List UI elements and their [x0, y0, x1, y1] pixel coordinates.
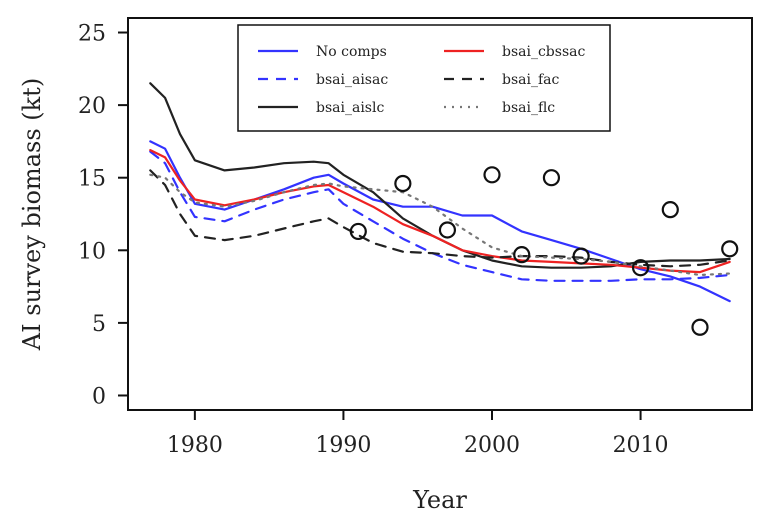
legend-label: No comps: [316, 44, 387, 60]
observation-point: [691, 318, 709, 336]
series-layer: [149, 82, 731, 303]
series-line-bsai-cbssac: [149, 149, 731, 274]
observation-point: [394, 174, 412, 193]
x-tick-label: 1980: [167, 433, 223, 458]
series-line-no-comps: [149, 140, 731, 303]
y-tick-label: 25: [78, 22, 106, 47]
legend-label: bsai_aislc: [316, 100, 384, 116]
observation-point: [513, 246, 531, 264]
series-line-bsai-fac: [149, 169, 731, 268]
observation-point: [721, 240, 739, 258]
legend-label: bsai_aisac: [316, 72, 388, 88]
observation-point: [631, 259, 650, 277]
observation-point: [542, 169, 561, 187]
x-axis: 1980 1990 2000 2010: [167, 410, 669, 458]
legend: No comps bsai_aisac bsai_aislc bsai_cbssacb…: [237, 24, 611, 132]
x-tick-label: 2000: [464, 433, 520, 458]
observation-points: [349, 166, 739, 336]
plot-frame: [127, 17, 753, 411]
y-axis-label: AI survey biomass (kt): [18, 78, 46, 351]
y-axis: 0 5 10 15 20 25: [78, 22, 128, 409]
series-line-bsai-flc: [149, 173, 731, 277]
observation-point: [661, 201, 679, 219]
x-tick-label: 1990: [315, 433, 371, 458]
observation-point: [438, 221, 457, 239]
legend-label: bsai_fac: [502, 72, 559, 88]
legend-label: bsai_cbssac: [502, 44, 585, 60]
legend-box: [237, 24, 611, 132]
y-tick-label: 15: [78, 167, 106, 192]
series-line-bsai-aisac: [149, 150, 731, 282]
y-tick-label: 20: [78, 94, 106, 119]
legend-label: bsai_flc: [502, 100, 555, 116]
observation-point: [349, 222, 367, 241]
y-tick-label: 0: [92, 384, 106, 409]
observation-point: [572, 247, 590, 265]
y-tick-label: 10: [78, 239, 106, 264]
observation-point: [483, 166, 501, 184]
x-tick-label: 2010: [613, 433, 669, 458]
x-axis-label: Year: [412, 486, 467, 514]
y-tick-label: 5: [92, 312, 106, 337]
